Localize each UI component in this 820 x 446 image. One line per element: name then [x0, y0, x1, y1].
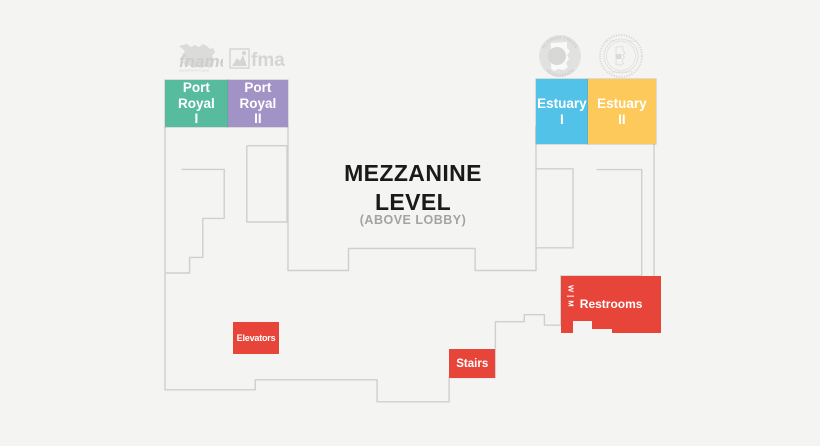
- svg-text:DEPARTMENT: DEPARTMENT: [609, 70, 632, 74]
- svg-text:fname: fname: [179, 52, 223, 71]
- svg-text:STATE OF FLORIDA: STATE OF FLORIDA: [605, 39, 638, 43]
- svg-text:fma: fma: [251, 50, 285, 70]
- svg-text:ASSOCIATION OF FLORIDA: ASSOCIATION OF FLORIDA: [179, 70, 209, 73]
